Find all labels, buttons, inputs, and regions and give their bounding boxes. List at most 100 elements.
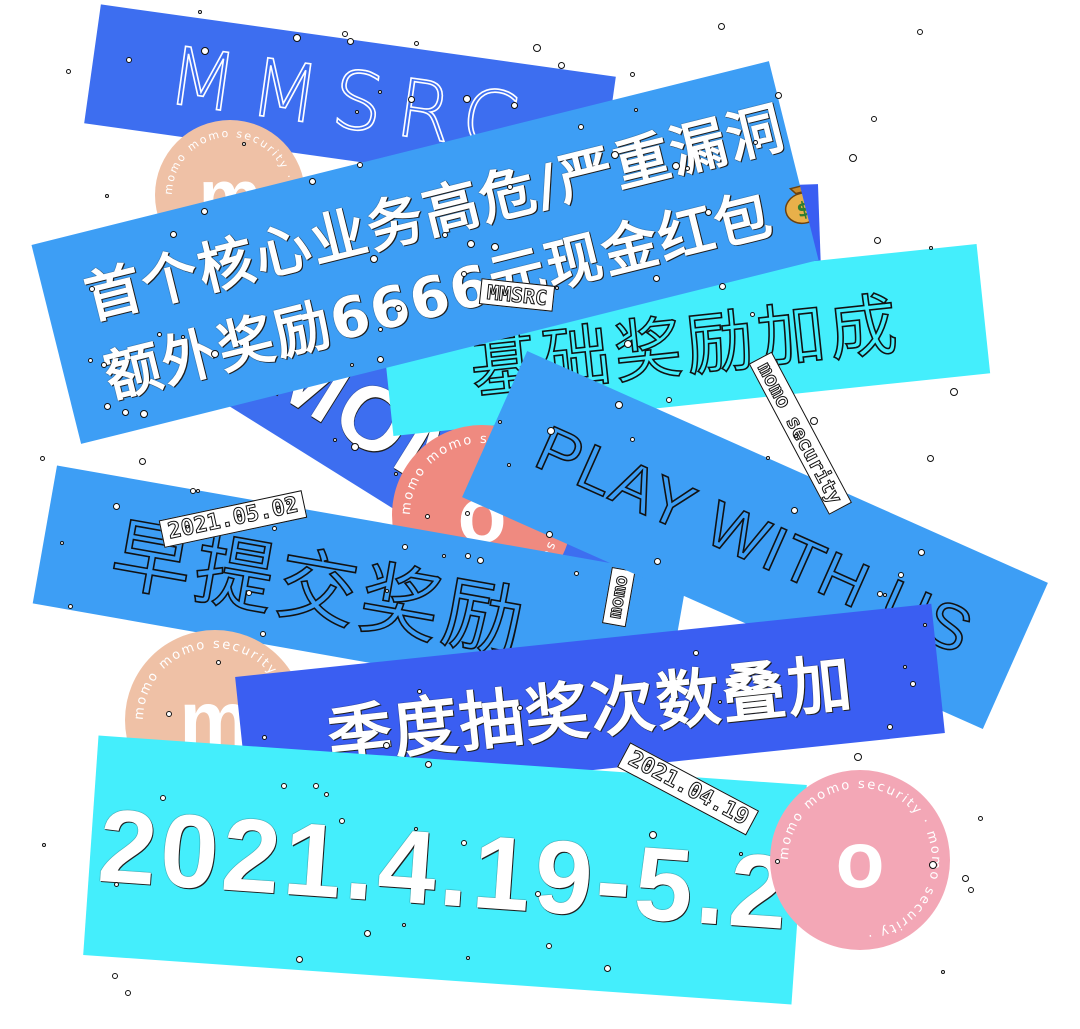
- speckle-dot: [558, 62, 565, 69]
- speckle-dot: [339, 818, 345, 824]
- speckle-dot: [624, 340, 632, 348]
- speckle-dot: [718, 700, 722, 704]
- speckle-dot: [511, 102, 518, 109]
- speckle-dot: [766, 456, 770, 460]
- speckle-dot: [910, 681, 916, 687]
- speckle-dot: [378, 90, 382, 94]
- speckle-dot: [491, 243, 499, 251]
- speckle-dot: [364, 930, 371, 937]
- speckle-dot: [125, 990, 131, 996]
- speckle-dot: [402, 544, 408, 550]
- speckle-dot: [377, 356, 384, 363]
- speckle-dot: [929, 861, 937, 869]
- speckle-dot: [414, 827, 418, 831]
- speckle-dot: [246, 590, 252, 596]
- speckle-dot: [874, 237, 881, 244]
- speckle-dot: [962, 875, 969, 882]
- speckle-dot: [60, 541, 64, 545]
- speckle-dot: [242, 142, 246, 146]
- speckle-dot: [414, 41, 419, 46]
- speckle-dot: [402, 923, 406, 927]
- speckle-dot: [883, 593, 887, 597]
- speckle-dot: [794, 434, 798, 438]
- speckle-dot: [383, 742, 390, 749]
- speckle-dot: [649, 831, 657, 839]
- speckle-dot: [750, 312, 755, 317]
- speckle-dot: [160, 795, 166, 801]
- speckle-dot: [370, 255, 378, 263]
- speckle-dot: [126, 57, 132, 63]
- speckle-dot: [950, 388, 958, 396]
- speckle-dot: [978, 816, 983, 821]
- speckle-dot: [634, 108, 638, 112]
- speckle-dot: [611, 151, 619, 159]
- speckle-dot: [101, 362, 107, 368]
- speckle-dot: [903, 665, 907, 669]
- speckle-dot: [739, 852, 743, 856]
- speckle-dot: [604, 965, 611, 972]
- speckle-dot: [467, 240, 475, 248]
- speckle-dot: [260, 631, 266, 637]
- speckle-dot: [477, 557, 484, 564]
- speckle-dot: [139, 458, 146, 465]
- speckle-dot: [615, 401, 623, 409]
- speckle-dot: [157, 332, 162, 337]
- speckle-dot: [775, 92, 782, 99]
- speckle-dot: [574, 571, 579, 576]
- speckle-dot: [666, 397, 672, 403]
- speckle-dot: [286, 501, 290, 505]
- speckle-dot: [555, 286, 559, 290]
- speckle-dot: [88, 358, 93, 363]
- speckle-dot: [854, 753, 862, 761]
- speckle-dot: [442, 232, 448, 238]
- speckle-dot: [262, 735, 267, 740]
- speckle-dot: [350, 363, 354, 367]
- speckle-dot: [898, 572, 904, 578]
- speckle-dot: [533, 44, 541, 52]
- speckle-dot: [705, 209, 712, 216]
- speckle-dot: [547, 427, 555, 435]
- dates-text: 2021.4.19-5.2: [94, 787, 796, 952]
- speckle-dot: [211, 350, 219, 358]
- speckle-dot: [927, 455, 934, 462]
- speckle-dot: [408, 96, 415, 103]
- speckle-dot: [463, 95, 471, 103]
- speckle-dot: [941, 970, 945, 974]
- speckle-dot: [170, 231, 177, 238]
- speckle-dot: [201, 208, 208, 215]
- speckle-dot: [929, 246, 933, 250]
- speckle-dot: [395, 305, 402, 312]
- speckle-dot: [190, 488, 196, 494]
- speckle-dot: [546, 531, 553, 538]
- speckle-dot: [196, 489, 200, 493]
- speckle-dot: [201, 47, 209, 55]
- speckle-dot: [877, 591, 883, 597]
- speckle-dot: [461, 840, 467, 846]
- speckle-dot: [385, 589, 389, 593]
- speckle-dot: [42, 843, 46, 847]
- speckle-dot: [775, 859, 780, 864]
- speckle-dot: [272, 526, 277, 531]
- speckle-dot: [871, 116, 877, 122]
- speckle-dot: [181, 335, 185, 339]
- speckle-dot: [347, 38, 354, 45]
- speckle-dot: [104, 403, 111, 410]
- speckle-dot: [296, 956, 303, 963]
- speckle-dot: [113, 503, 120, 510]
- speckle-dot: [442, 554, 446, 558]
- speckle-dot: [578, 124, 584, 130]
- speckle-dot: [507, 184, 513, 190]
- speckle-dot: [66, 69, 71, 74]
- speckle-dot: [68, 604, 73, 609]
- speckle-dot: [498, 420, 502, 424]
- speckle-dot: [357, 162, 363, 168]
- banner-dates: 2021.4.19-5.2: [83, 735, 807, 1005]
- speckle-dot: [281, 783, 287, 789]
- speckle-dot: [693, 650, 699, 656]
- speckle-dot: [313, 783, 319, 789]
- speckle-dot: [654, 558, 661, 565]
- speckle-dot: [535, 891, 541, 897]
- speckle-dot: [425, 514, 430, 519]
- speckle-dot: [685, 166, 690, 171]
